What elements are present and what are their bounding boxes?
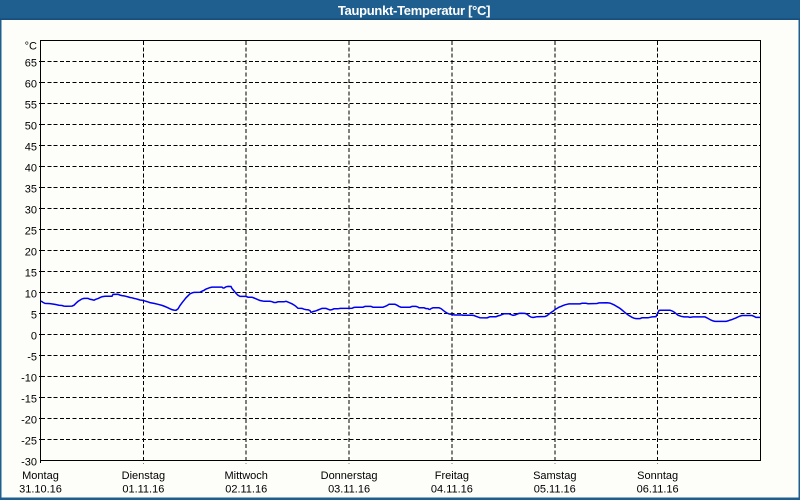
svg-text:15: 15 — [25, 268, 37, 280]
svg-text:50: 50 — [25, 121, 37, 133]
svg-text:40: 40 — [25, 163, 37, 175]
svg-text:Mittwoch: Mittwoch — [225, 470, 268, 482]
svg-text:02.11.16: 02.11.16 — [225, 484, 267, 496]
svg-text:5: 5 — [31, 310, 37, 322]
svg-text:05.11.16: 05.11.16 — [534, 484, 576, 496]
svg-text:30: 30 — [25, 205, 37, 217]
svg-text:31.10.16: 31.10.16 — [19, 484, 62, 496]
svg-text:06.11.16: 06.11.16 — [637, 484, 679, 496]
svg-text:65: 65 — [25, 58, 37, 70]
svg-text:Sonntag: Sonntag — [637, 470, 678, 482]
svg-text:-5: -5 — [27, 352, 37, 364]
svg-text:Freitag: Freitag — [435, 470, 469, 482]
svg-text:04.11.16: 04.11.16 — [431, 484, 473, 496]
svg-text:35: 35 — [25, 184, 37, 196]
svg-text:Donnerstag: Donnerstag — [321, 470, 378, 482]
svg-text:25: 25 — [25, 226, 37, 238]
svg-text:10: 10 — [25, 289, 37, 301]
svg-text:0: 0 — [31, 331, 37, 343]
svg-text:-30: -30 — [21, 457, 37, 469]
svg-text:-20: -20 — [21, 415, 37, 427]
svg-text:Dienstag: Dienstag — [122, 470, 165, 482]
svg-text:Montag: Montag — [22, 470, 59, 482]
svg-text:03.11.16: 03.11.16 — [328, 484, 370, 496]
svg-text:-25: -25 — [21, 436, 37, 448]
svg-text:Taupunkt-Temperatur [°C]: Taupunkt-Temperatur [°C] — [338, 3, 490, 18]
svg-text:55: 55 — [25, 100, 37, 112]
svg-text:45: 45 — [25, 142, 37, 154]
svg-text:-10: -10 — [21, 373, 37, 385]
svg-text:60: 60 — [25, 79, 37, 91]
svg-text:-15: -15 — [21, 394, 37, 406]
svg-text:01.11.16: 01.11.16 — [122, 484, 164, 496]
svg-text:°C: °C — [25, 40, 37, 52]
svg-text:Samstag: Samstag — [533, 470, 576, 482]
svg-text:20: 20 — [25, 247, 37, 259]
